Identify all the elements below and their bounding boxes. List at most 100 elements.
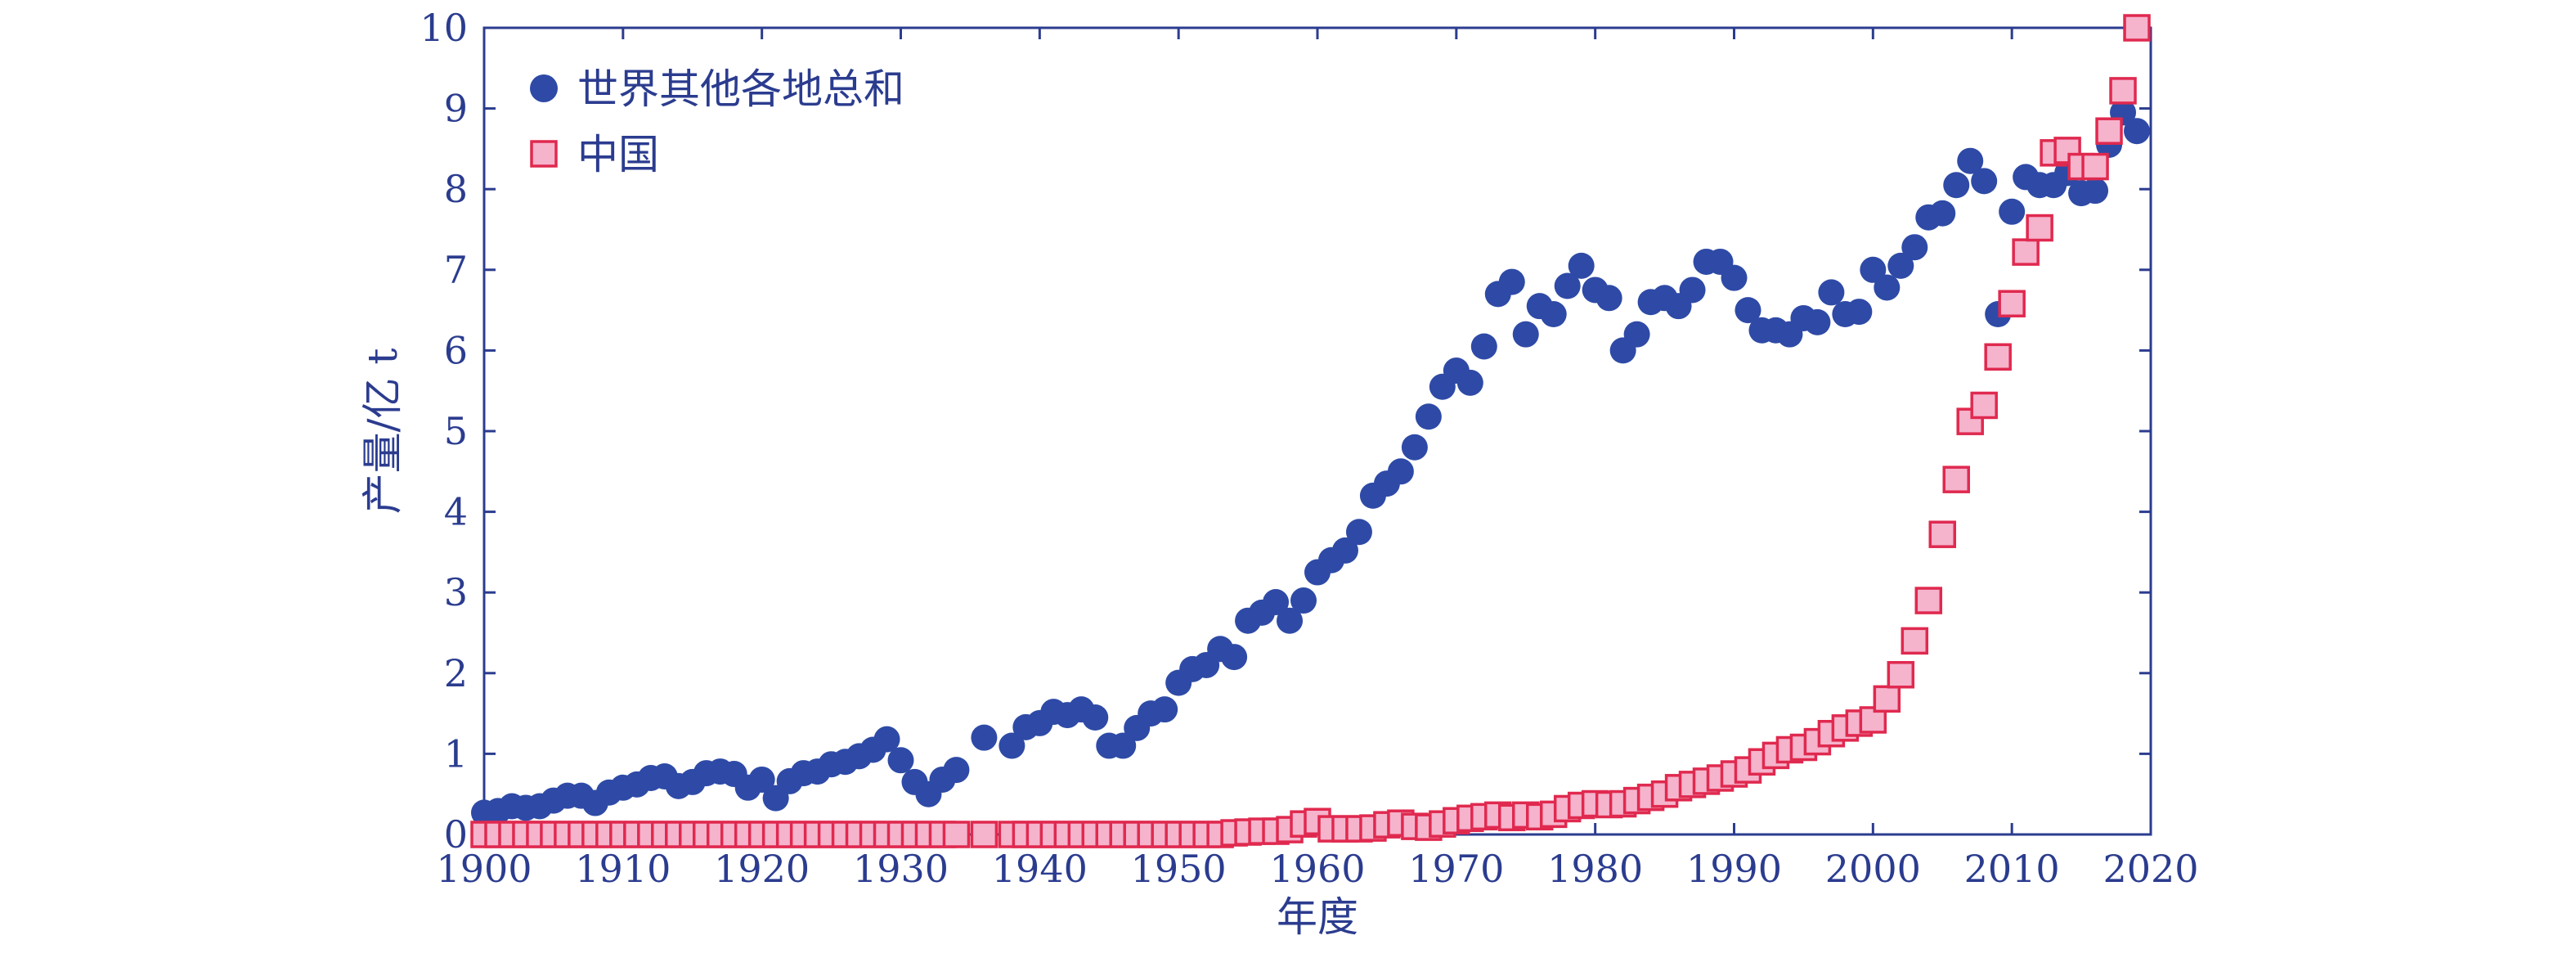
world-point [748,766,775,793]
x-tick-label: 1910 [575,847,671,891]
china-point [1901,627,1929,655]
x-tick-label: 1900 [436,847,532,891]
x-tick-label: 1990 [1686,847,1782,891]
world-point [2124,118,2151,145]
world-point [1082,704,1109,731]
world-point [1110,732,1137,759]
y-tick-label: 1 [444,731,468,776]
world-point [1943,172,1970,199]
world-point [1595,285,1622,312]
world-point [1846,299,1873,326]
china-point [1998,290,2026,317]
x-tick-label: 1980 [1547,847,1643,891]
x-tick-label: 2000 [1825,847,1921,891]
china-point [1887,661,1915,689]
world-point [1804,308,1831,335]
world-point [1623,321,1650,348]
world-point [999,732,1025,759]
world-point [1568,252,1595,279]
world-point [873,726,900,753]
x-axis: 1900 1910 1920 1930 1940 1950 1960 1970 1980 1990… [436,28,2199,891]
world-point [2082,178,2109,205]
plot-frame [482,26,2152,836]
world-point [1860,256,1887,283]
china-point [1942,466,1970,493]
world-point [1971,168,1998,195]
y-tick-label: 10 [420,6,468,50]
china-point [1873,685,1901,713]
legend: 世界其他各地总和 中国 [530,65,904,178]
y-tick-label: 7 [444,248,468,292]
x-tick-label: 1940 [992,847,1088,891]
y-tick-label: 2 [444,651,468,695]
china-point [2095,117,2123,145]
y-tick-label: 6 [444,328,468,372]
world-point [1387,458,1414,485]
world-point [887,747,914,774]
world-point [1901,234,1928,261]
world-point [1498,268,1525,295]
world-point [1735,297,1761,324]
world-point [971,724,998,751]
x-tick-label: 1930 [853,847,949,891]
china-point [2109,77,2137,105]
series-world-points [471,99,2151,826]
world-point [1721,264,1748,291]
world-point [1999,198,2026,225]
world-point [1290,587,1317,614]
world-point [1512,321,1539,348]
world-point [1263,589,1290,616]
world-point [1401,434,1428,461]
legend-world-marker [530,74,558,102]
world-point [1456,369,1483,396]
y-tick-label: 4 [444,490,468,534]
world-point [1887,252,1914,279]
series-china-points [470,14,2151,848]
y-axis-label: 产量/亿 t [359,349,406,515]
world-point [1151,696,1178,723]
x-tick-label: 2010 [1964,847,2060,891]
world-point [1874,274,1901,301]
y-tick-label: 3 [444,570,468,614]
x-tick-label: 1920 [714,847,810,891]
china-point [2012,238,2040,266]
china-point [2123,14,2151,42]
x-tick-label: 1960 [1269,847,1365,891]
y-tick-label: 9 [444,87,468,131]
legend-china-label: 中国 [577,131,659,178]
y-tick-label: 0 [444,812,468,857]
world-point [1470,333,1497,360]
china-point [1928,520,1956,548]
x-tick-label: 2020 [2103,847,2198,891]
china-point [1859,706,1887,734]
world-point [1957,147,1984,174]
world-point [1221,644,1248,671]
y-tick-label: 8 [444,167,468,211]
china-point [1914,587,1943,614]
china-point [2026,214,2053,242]
china-point [1970,391,1998,420]
x-tick-label: 1970 [1408,847,1504,891]
legend-china-marker [530,140,558,168]
china-point [2081,152,2109,181]
world-point [1540,301,1567,328]
world-point [1818,279,1845,306]
china-point [942,821,971,848]
china-point [1956,407,1984,435]
legend-world-label: 世界其他各地总和 [577,65,904,113]
world-point [1415,403,1442,430]
y-axis: 0 1 2 3 4 5 6 7 8 9 10 [420,6,2151,857]
world-point [1331,537,1358,564]
world-point [1679,277,1706,304]
world-point [943,757,970,784]
world-point [1277,607,1304,634]
y-tick-label: 5 [444,409,468,453]
world-point [1345,519,1372,546]
china-point [1984,343,2012,371]
world-point [1554,272,1581,299]
world-point [1929,200,1956,227]
x-tick-label: 1950 [1131,847,1227,891]
x-axis-label: 年度 [1277,893,1358,941]
china-point [970,821,999,848]
